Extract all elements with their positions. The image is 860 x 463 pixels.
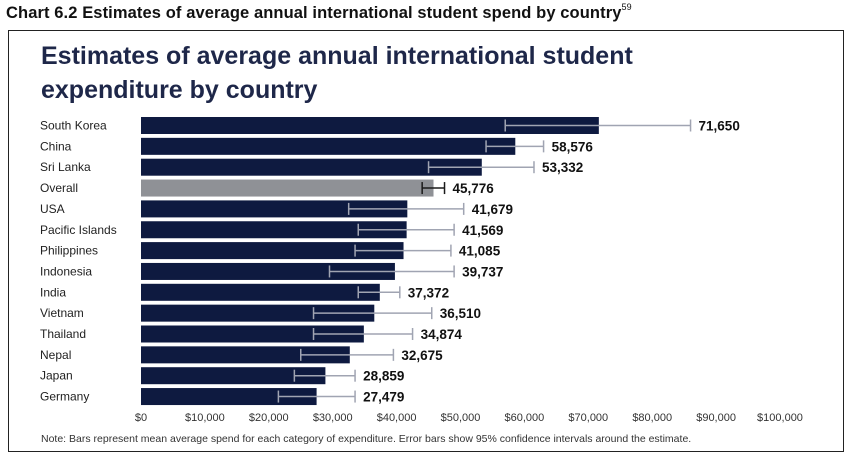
value-label: 53,332 bbox=[542, 160, 583, 175]
bar bbox=[141, 221, 407, 239]
bar bbox=[141, 242, 404, 260]
value-label: 58,576 bbox=[552, 139, 594, 154]
bar bbox=[141, 158, 482, 176]
category-label: India bbox=[40, 285, 66, 299]
value-label: 32,675 bbox=[401, 348, 443, 363]
bar bbox=[141, 283, 380, 301]
x-tick-label: $80,000 bbox=[632, 412, 672, 424]
category-label: South Korea bbox=[40, 119, 107, 133]
category-label: Sri Lanka bbox=[40, 160, 91, 174]
x-tick-label: $0 bbox=[135, 412, 147, 424]
value-label: 41,569 bbox=[462, 223, 503, 238]
x-tick-label: $60,000 bbox=[505, 412, 545, 424]
bar bbox=[141, 304, 375, 322]
category-label: Philippines bbox=[40, 244, 98, 258]
x-tick-label: $20,000 bbox=[249, 412, 289, 424]
category-label: Vietnam bbox=[40, 306, 84, 320]
bar bbox=[141, 325, 364, 343]
bar bbox=[141, 367, 326, 385]
category-label: Germany bbox=[40, 390, 89, 404]
category-label: Overall bbox=[40, 181, 78, 195]
value-label: 41,679 bbox=[472, 202, 513, 217]
bar bbox=[141, 346, 350, 364]
bar bbox=[141, 200, 408, 218]
category-label: Indonesia bbox=[40, 264, 92, 278]
bar bbox=[141, 262, 395, 280]
chart-caption-text: Chart 6.2 Estimates of average annual in… bbox=[6, 4, 622, 22]
category-label: USA bbox=[40, 202, 65, 216]
value-label: 37,372 bbox=[408, 285, 449, 300]
category-label: Pacific Islands bbox=[40, 223, 117, 237]
x-tick-label: $40,000 bbox=[377, 412, 417, 424]
bar bbox=[141, 388, 317, 406]
bar bbox=[141, 137, 516, 155]
category-label: Nepal bbox=[40, 348, 71, 362]
chart-title: Estimates of average annual internationa… bbox=[41, 42, 633, 104]
footnote-reference: 59 bbox=[621, 2, 632, 12]
x-tick-label: $30,000 bbox=[313, 412, 353, 424]
value-label: 39,737 bbox=[462, 264, 503, 279]
bar bbox=[141, 179, 434, 197]
category-label: Japan bbox=[40, 369, 73, 383]
value-label: 71,650 bbox=[699, 119, 740, 134]
chart-note: Note: Bars represent mean average spend … bbox=[41, 433, 692, 445]
chart-frame: Estimates of average annual internationa… bbox=[8, 30, 844, 452]
x-tick-label: $50,000 bbox=[441, 412, 481, 424]
x-tick-label: $90,000 bbox=[696, 412, 736, 424]
x-tick-label: $100,000 bbox=[757, 412, 803, 424]
x-tick-label: $70,000 bbox=[568, 412, 608, 424]
x-tick-label: $10,000 bbox=[185, 412, 225, 424]
value-label: 36,510 bbox=[440, 306, 481, 321]
chart-caption: Chart 6.2 Estimates of average annual in… bbox=[6, 2, 632, 23]
value-label: 45,776 bbox=[453, 181, 495, 196]
value-label: 34,874 bbox=[421, 327, 463, 342]
bar bbox=[141, 117, 599, 134]
value-label: 28,859 bbox=[363, 369, 404, 384]
value-label: 27,479 bbox=[363, 390, 404, 405]
category-label: Thailand bbox=[40, 327, 86, 341]
category-label: China bbox=[40, 139, 72, 153]
value-label: 41,085 bbox=[459, 244, 501, 259]
bar-chart: South Korea 71,650 China 58,576 Sri Lanka 53,… bbox=[40, 117, 803, 424]
